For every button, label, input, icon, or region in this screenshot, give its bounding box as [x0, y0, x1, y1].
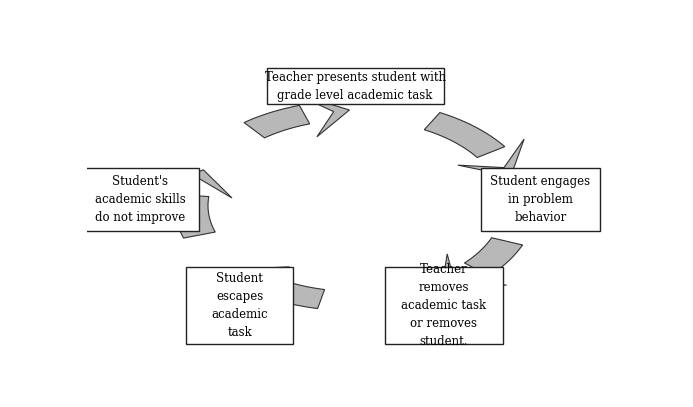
Polygon shape — [244, 105, 310, 138]
Polygon shape — [234, 267, 290, 306]
Polygon shape — [464, 238, 523, 276]
Text: Student engages
in problem
behavior: Student engages in problem behavior — [491, 175, 590, 224]
Polygon shape — [292, 92, 349, 137]
Polygon shape — [424, 113, 505, 158]
Text: Teacher presents student with
grade level academic task: Teacher presents student with grade leve… — [265, 71, 446, 102]
FancyBboxPatch shape — [81, 168, 200, 231]
FancyBboxPatch shape — [267, 68, 444, 105]
FancyBboxPatch shape — [186, 267, 293, 344]
Polygon shape — [442, 254, 507, 287]
Text: Student
escapes
academic
task: Student escapes academic task — [211, 272, 268, 339]
Polygon shape — [260, 278, 324, 309]
FancyBboxPatch shape — [385, 267, 503, 344]
Text: Student's
academic skills
do not improve: Student's academic skills do not improve — [95, 175, 186, 224]
Polygon shape — [152, 170, 232, 198]
Text: Teacher
removes
academic task
or removes
student.: Teacher removes academic task or removes… — [401, 263, 486, 348]
FancyBboxPatch shape — [482, 168, 599, 231]
Polygon shape — [175, 195, 216, 238]
Polygon shape — [458, 139, 524, 176]
